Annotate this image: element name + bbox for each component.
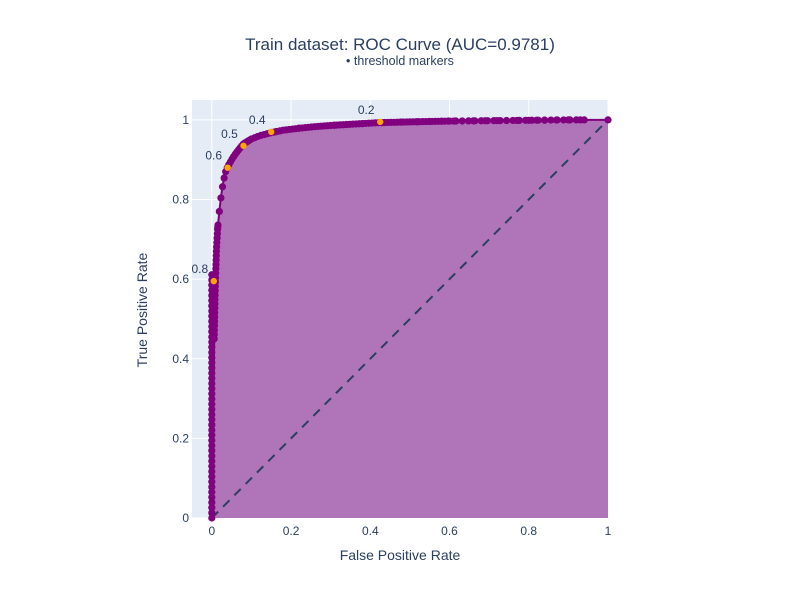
roc-point bbox=[208, 452, 216, 460]
threshold-marker-0.6 bbox=[224, 164, 231, 171]
roc-point bbox=[208, 472, 216, 481]
roc-point bbox=[208, 483, 216, 491]
chance-diagonal-line bbox=[211, 119, 609, 519]
roc-point bbox=[458, 117, 466, 125]
roc-point bbox=[208, 426, 216, 434]
roc-point bbox=[217, 194, 225, 202]
roc-point bbox=[469, 117, 477, 125]
x-tick-label: 0.2 bbox=[283, 524, 300, 538]
chart-title: Train dataset: ROC Curve (AUC=0.9781) bbox=[245, 35, 555, 54]
y-tick-label: 0.4 bbox=[172, 352, 189, 366]
roc-point bbox=[208, 395, 216, 403]
threshold-marker-layer: 0.2 0.4 0.5 0.6 0.8 bbox=[191, 103, 384, 285]
y-tick-label: 0.8 bbox=[172, 193, 189, 207]
roc-point bbox=[208, 385, 216, 393]
threshold-label-0.5: 0.5 bbox=[221, 127, 238, 141]
roc-point bbox=[208, 467, 216, 476]
roc-point bbox=[208, 447, 216, 455]
threshold-marker-0.2 bbox=[376, 118, 384, 126]
roc-point bbox=[208, 431, 216, 439]
roc-point bbox=[208, 421, 216, 429]
roc-point bbox=[208, 416, 216, 424]
threshold-label-0.6: 0.6 bbox=[205, 149, 222, 163]
roc-point bbox=[208, 405, 216, 413]
roc-point bbox=[449, 117, 458, 125]
y-tick-label: 0 bbox=[182, 511, 189, 525]
roc-point bbox=[438, 117, 446, 125]
y-tick-labels: 0 0.2 0.4 0.6 0.8 1 bbox=[172, 113, 189, 525]
roc-point bbox=[208, 369, 216, 377]
x-axis-label: False Positive Rate bbox=[340, 547, 461, 563]
threshold-marker-0.5 bbox=[240, 142, 247, 149]
roc-point bbox=[208, 343, 216, 351]
y-tick-label: 0.2 bbox=[172, 431, 189, 445]
threshold-label-0.2: 0.2 bbox=[358, 103, 375, 117]
roc-point bbox=[220, 174, 228, 182]
roc-point bbox=[502, 116, 511, 125]
roc-point bbox=[208, 498, 216, 507]
roc-point bbox=[331, 121, 339, 129]
roc-point bbox=[208, 364, 216, 372]
roc-point bbox=[208, 478, 216, 486]
roc-point bbox=[398, 118, 406, 126]
roc-point bbox=[208, 390, 216, 398]
x-tick-label: 0.8 bbox=[520, 524, 537, 538]
x-tick-label: 1 bbox=[605, 524, 612, 538]
roc-point bbox=[208, 379, 216, 388]
roc-point bbox=[218, 183, 227, 191]
y-tick-label: 0.6 bbox=[172, 272, 189, 286]
roc-point bbox=[525, 116, 533, 124]
x-tick-label: 0 bbox=[208, 524, 215, 538]
roc-point bbox=[208, 410, 216, 419]
roc-point bbox=[208, 348, 216, 356]
threshold-marker-0.8 bbox=[210, 277, 217, 285]
roc-point bbox=[513, 116, 521, 125]
roc-point bbox=[481, 117, 489, 125]
y-axis-label: True Positive Rate bbox=[134, 252, 150, 367]
roc-point bbox=[564, 116, 572, 124]
chance-diagonal-layer bbox=[211, 119, 609, 519]
roc-point bbox=[208, 359, 216, 367]
x-tick-label: 0.6 bbox=[441, 524, 458, 538]
roc-point bbox=[493, 117, 501, 125]
roc-point bbox=[208, 457, 216, 465]
threshold-marker-0.4 bbox=[268, 128, 275, 136]
roc-point bbox=[208, 504, 216, 512]
x-tick-label: 0.4 bbox=[362, 524, 379, 538]
chart-subtitle: • threshold markers bbox=[346, 54, 454, 68]
y-tick-label: 1 bbox=[182, 113, 189, 127]
roc-point bbox=[208, 488, 216, 496]
roc-point bbox=[208, 493, 216, 501]
roc-point bbox=[547, 116, 555, 124]
roc-point bbox=[208, 462, 216, 470]
roc-point bbox=[414, 118, 422, 126]
roc-point bbox=[215, 207, 223, 216]
roc-point bbox=[295, 124, 303, 132]
threshold-label-0.4: 0.4 bbox=[249, 113, 266, 127]
roc-point bbox=[208, 514, 216, 522]
roc-point bbox=[208, 509, 216, 517]
roc-point bbox=[208, 353, 216, 362]
roc-point bbox=[208, 441, 216, 450]
roc-point bbox=[214, 223, 222, 231]
roc-point bbox=[541, 116, 549, 124]
roc-point bbox=[533, 116, 541, 124]
roc-curve-layer bbox=[208, 116, 612, 522]
roc-point bbox=[208, 436, 216, 444]
x-tick-labels: 0 0.2 0.4 0.6 0.8 1 bbox=[208, 524, 611, 538]
threshold-label-0.8: 0.8 bbox=[191, 262, 208, 276]
roc-point bbox=[552, 116, 561, 124]
roc-point bbox=[208, 374, 216, 382]
roc-point bbox=[426, 117, 434, 126]
roc-point bbox=[358, 120, 366, 128]
roc-point bbox=[604, 116, 612, 124]
roc-point bbox=[580, 116, 588, 124]
roc-point bbox=[208, 400, 216, 408]
